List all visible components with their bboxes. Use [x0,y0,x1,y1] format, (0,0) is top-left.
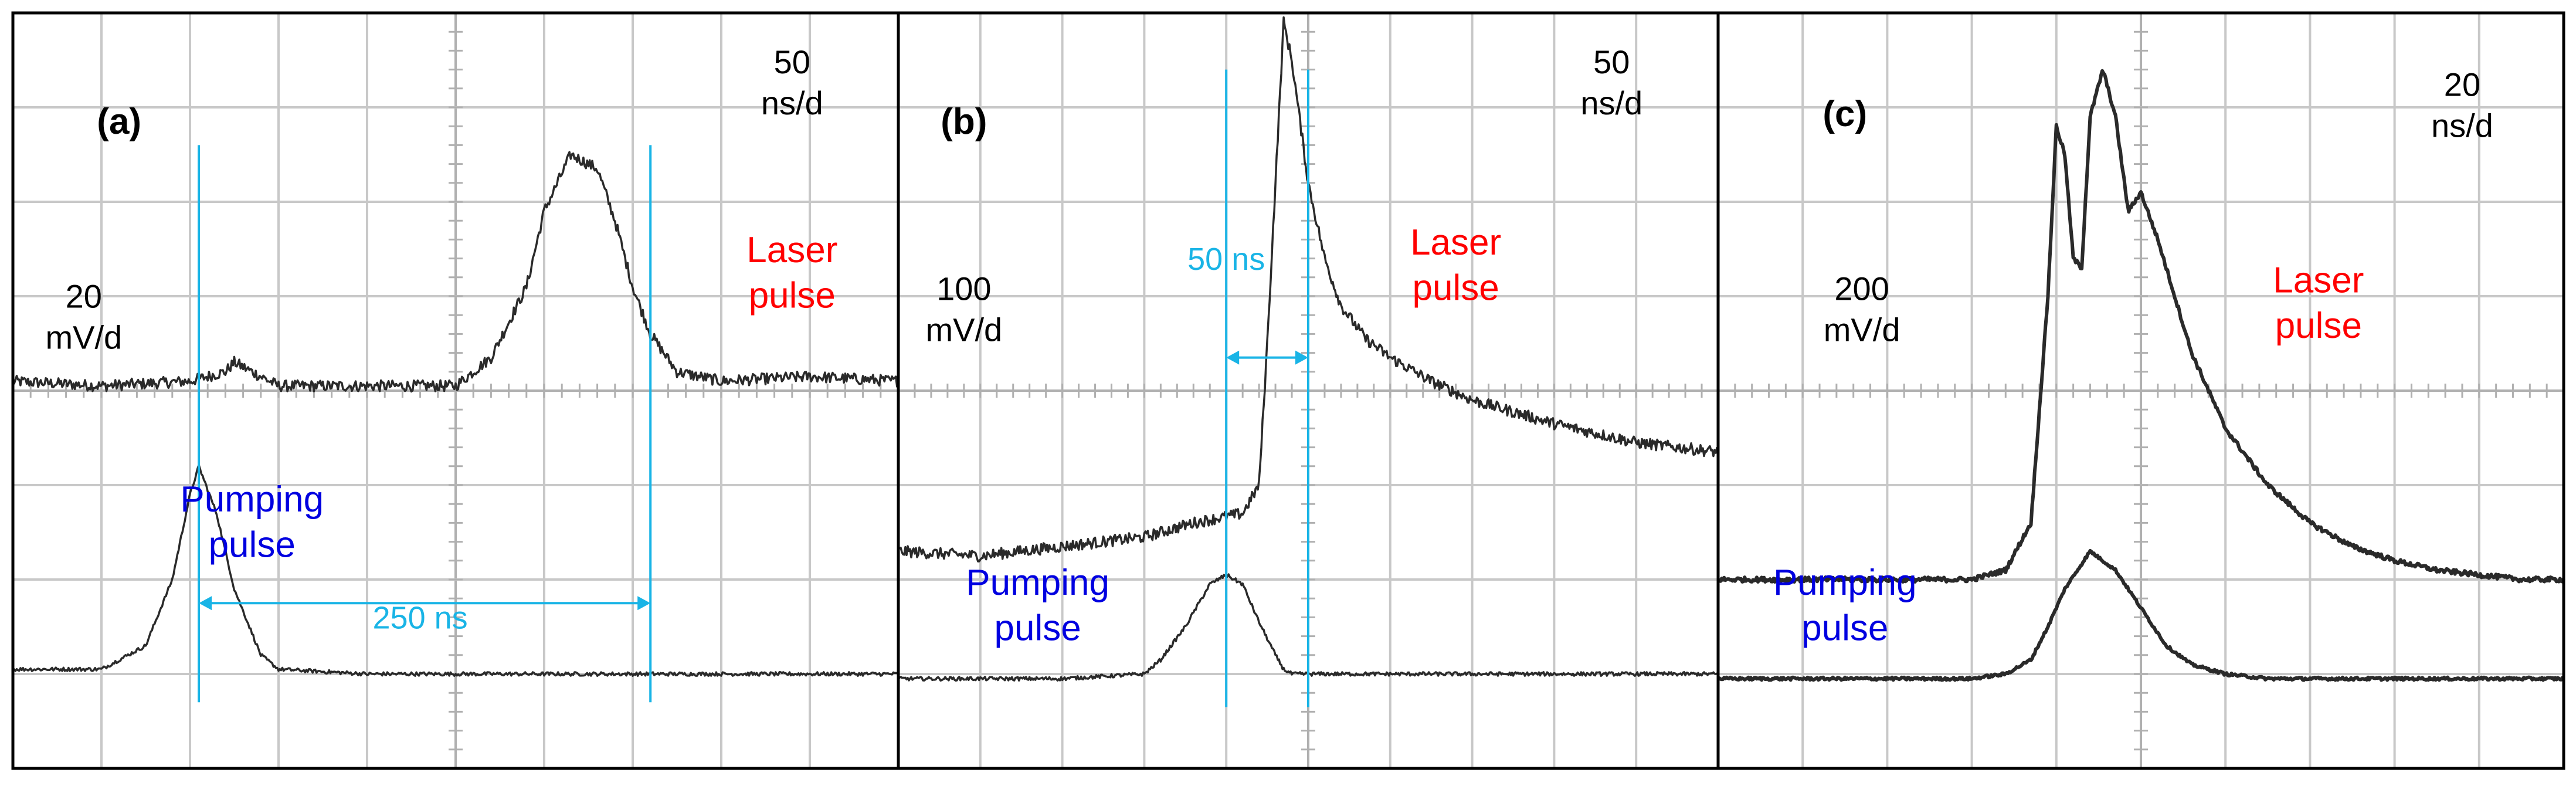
delay-arrow-head-right [637,596,651,611]
pumping-pulse-label: Pumping pulse [1773,563,1917,649]
pumping-pulse-label: Pumping pulse [966,563,1109,649]
panel-label: (b) [941,101,987,142]
panel-1: (a) 50 ns/d 20 mV/d Laser pulse Pumping pulse 250… [11,11,900,770]
panel-border [1716,11,2565,770]
voltage-scale-label: 200 mV/d [1824,270,1900,348]
delay-label: 250 ns [373,601,468,636]
time-scale-label: 20 ns/d [2431,66,2493,144]
panel-3: (c) 20 ns/d 200 mV/d Laser pulse Pumping pulse [1716,11,2565,770]
delay-arrow-head-left [199,596,212,611]
laser-pulse-label: Laser pulse [2273,260,2364,347]
pumping-pulse-trace [12,463,900,677]
panel-label: (c) [1822,94,1867,134]
voltage-scale-label: 100 mV/d [925,270,1002,348]
voltage-scale-label: 20 mV/d [45,277,122,355]
delay-arrow-head-right [1295,350,1308,365]
time-scale-label: 50 ns/d [761,43,823,121]
panel-label: (a) [97,101,141,142]
delay-label: 50 ns [1187,242,1265,277]
laser-pulse-trace [1716,69,2565,584]
pumping-pulse-label: Pumping pulse [180,479,324,565]
laser-pulse-label: Laser pulse [1410,222,1501,309]
time-scale-label: 50 ns/d [1580,43,1642,121]
delay-arrow-head-left [1226,350,1240,365]
panel-2: (b) 50 ns/d 100 mV/d Laser pulse Pumping pulse 50… [897,11,1720,770]
pumping-pulse-trace [1716,548,2565,682]
laser-pulse-trace [12,151,899,393]
laser-pulse-label: Laser pulse [746,230,837,316]
